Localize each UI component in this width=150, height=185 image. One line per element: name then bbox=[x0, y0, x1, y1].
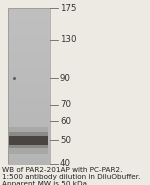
Text: 50: 50 bbox=[60, 136, 71, 145]
Bar bbox=[8, 148, 50, 150]
Bar bbox=[8, 131, 50, 133]
Text: 130: 130 bbox=[60, 35, 76, 44]
Bar bbox=[8, 160, 50, 162]
Bar bbox=[8, 104, 50, 105]
Bar bbox=[8, 47, 50, 49]
Bar bbox=[8, 100, 50, 102]
Bar bbox=[8, 45, 50, 47]
Bar bbox=[8, 117, 50, 119]
Bar bbox=[8, 140, 50, 142]
Bar bbox=[8, 67, 50, 68]
Text: WB of PAR2-201AP with PC-PAR2.: WB of PAR2-201AP with PC-PAR2. bbox=[2, 166, 122, 172]
Bar bbox=[8, 146, 50, 148]
Bar bbox=[8, 32, 50, 33]
Bar bbox=[8, 24, 50, 26]
Bar bbox=[8, 119, 50, 121]
Bar bbox=[8, 125, 50, 127]
Bar bbox=[8, 26, 50, 28]
Bar bbox=[8, 102, 50, 103]
Bar bbox=[8, 14, 50, 16]
Bar bbox=[8, 133, 50, 135]
Bar bbox=[8, 76, 50, 78]
Bar bbox=[8, 113, 50, 115]
Bar bbox=[8, 90, 50, 92]
Bar bbox=[8, 37, 50, 39]
Text: 70: 70 bbox=[60, 100, 71, 109]
Text: 1:500 antibody dilution in DiluObuffer.: 1:500 antibody dilution in DiluObuffer. bbox=[2, 174, 140, 179]
Bar bbox=[8, 109, 50, 111]
Bar bbox=[8, 78, 50, 80]
Bar bbox=[8, 70, 50, 72]
Bar bbox=[8, 33, 50, 36]
Bar bbox=[8, 39, 50, 41]
Bar bbox=[8, 152, 50, 154]
Text: 90: 90 bbox=[60, 74, 71, 83]
Bar bbox=[8, 144, 50, 146]
Bar bbox=[8, 12, 50, 14]
Bar bbox=[8, 55, 50, 57]
Bar bbox=[8, 137, 50, 138]
Bar bbox=[8, 84, 50, 86]
Bar bbox=[8, 51, 50, 53]
Bar bbox=[8, 82, 50, 84]
Bar bbox=[8, 162, 50, 164]
Bar bbox=[8, 57, 50, 59]
Text: 60: 60 bbox=[60, 117, 71, 126]
Text: 175: 175 bbox=[60, 4, 76, 13]
Bar bbox=[8, 68, 50, 70]
Bar bbox=[8, 20, 50, 22]
Bar bbox=[8, 94, 50, 96]
Text: 40: 40 bbox=[60, 159, 71, 168]
Bar bbox=[8, 135, 50, 137]
Bar bbox=[8, 63, 50, 65]
Bar bbox=[8, 96, 50, 98]
Bar bbox=[8, 105, 50, 107]
Bar bbox=[9, 136, 48, 145]
Bar bbox=[9, 127, 48, 154]
Bar bbox=[8, 28, 50, 30]
Bar bbox=[8, 16, 50, 18]
Bar bbox=[8, 74, 50, 76]
Bar bbox=[8, 30, 50, 32]
Bar bbox=[8, 154, 50, 156]
Bar bbox=[8, 65, 50, 67]
Bar bbox=[8, 36, 50, 37]
Bar bbox=[8, 150, 50, 152]
Bar bbox=[8, 88, 50, 90]
Bar bbox=[8, 61, 50, 63]
Bar bbox=[9, 132, 48, 148]
Bar bbox=[8, 158, 50, 160]
Bar bbox=[8, 80, 50, 82]
Bar bbox=[8, 138, 50, 140]
Bar bbox=[8, 107, 50, 109]
Text: Apparent MW is 50 kDa.: Apparent MW is 50 kDa. bbox=[2, 181, 89, 185]
Bar bbox=[8, 123, 50, 125]
Bar bbox=[8, 121, 50, 123]
Bar bbox=[8, 18, 50, 20]
Bar bbox=[8, 8, 50, 10]
Bar bbox=[8, 127, 50, 129]
Bar bbox=[8, 49, 50, 51]
Bar bbox=[8, 92, 50, 94]
Bar bbox=[8, 22, 50, 24]
Bar bbox=[8, 43, 50, 45]
Bar bbox=[8, 129, 50, 131]
Bar bbox=[8, 142, 50, 144]
Bar bbox=[8, 72, 50, 74]
Bar bbox=[8, 115, 50, 117]
Bar bbox=[8, 41, 50, 43]
Bar bbox=[8, 59, 50, 61]
Bar bbox=[8, 111, 50, 113]
Bar bbox=[8, 8, 50, 164]
Bar bbox=[8, 156, 50, 158]
Bar bbox=[8, 10, 50, 12]
Bar bbox=[8, 53, 50, 55]
Bar bbox=[8, 86, 50, 88]
Bar bbox=[8, 98, 50, 100]
